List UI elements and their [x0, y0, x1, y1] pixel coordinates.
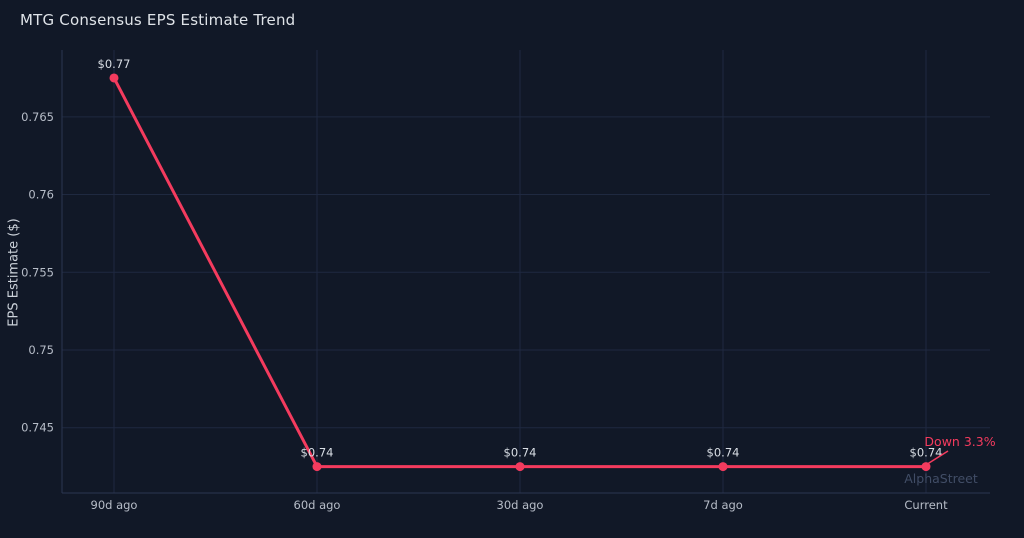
data-point-label: $0.74: [910, 446, 943, 460]
x-tick-label: 30d ago: [497, 498, 544, 512]
y-tick-label: 0.76: [28, 188, 54, 202]
y-tick-label: 0.755: [21, 265, 54, 279]
data-point-label: $0.74: [301, 446, 334, 460]
y-tick-label: 0.765: [21, 110, 54, 124]
x-tick-label: Current: [904, 498, 948, 512]
annotation-leader-line: [927, 450, 949, 465]
data-point-label: $0.74: [504, 446, 537, 460]
watermark-alphastreet: AlphaStreet: [904, 471, 978, 486]
x-tick-label: 90d ago: [91, 498, 138, 512]
x-tick-label: 60d ago: [294, 498, 341, 512]
data-point-marker: [718, 462, 728, 472]
data-point-marker: [515, 462, 525, 472]
y-tick-label: 0.75: [28, 343, 54, 357]
data-point-label: $0.74: [707, 446, 740, 460]
chart-title: MTG Consensus EPS Estimate Trend: [20, 11, 296, 29]
y-tick-label: 0.745: [21, 421, 54, 435]
x-tick-label: 7d ago: [703, 498, 743, 512]
data-point-label: $0.77: [98, 57, 131, 71]
data-point-marker: [109, 73, 119, 83]
data-point-marker: [921, 462, 931, 472]
annotation-down-percent: Down 3.3%: [924, 434, 995, 449]
data-point-marker: [312, 462, 322, 472]
